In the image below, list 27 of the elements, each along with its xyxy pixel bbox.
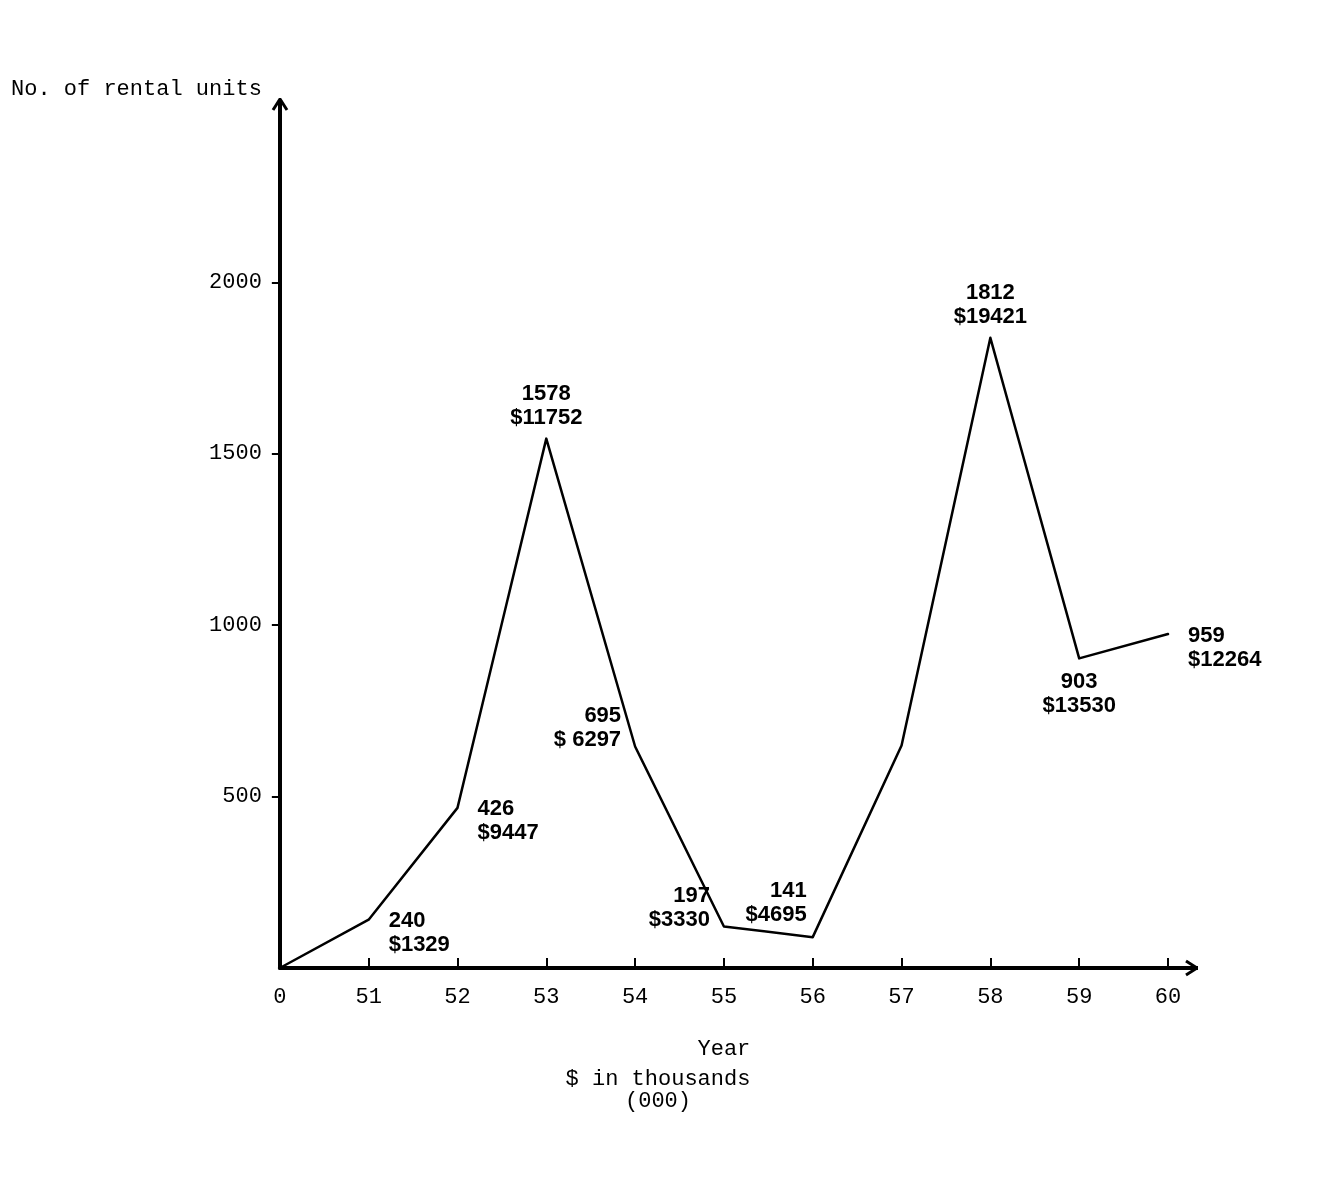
x-tick-label: 52 <box>444 984 471 1010</box>
x-tick-label: 0 <box>273 984 287 1010</box>
x-tick-label: 53 <box>533 984 560 1010</box>
annotation: 426 $9447 <box>477 795 539 845</box>
x-tick-label: 56 <box>799 984 826 1010</box>
text: $ in thousands (000) <box>565 1066 751 1114</box>
x-axis-title: Year <box>697 1036 751 1062</box>
x-tick-label: 60 <box>1154 984 1182 1010</box>
annotation: 959 $12264 <box>1188 621 1263 671</box>
annotation: 903 $13530 <box>1042 667 1116 717</box>
y-tick-label: 2000 <box>209 269 262 295</box>
x-tick-label: 51 <box>355 984 382 1010</box>
annotation: 240 $1329 <box>388 907 450 957</box>
annotation: 1578 $11752 <box>510 380 583 430</box>
annotation: 1812 $19421 <box>953 279 1028 329</box>
annotation: 141 $4695 <box>745 876 807 926</box>
x-tick-label: 55 <box>710 984 738 1010</box>
x-tick-label: 57 <box>888 984 915 1010</box>
x-tick-label: 59 <box>1065 984 1093 1010</box>
x-tick-label: 54 <box>621 984 649 1010</box>
x-tick-label: 58 <box>977 984 1004 1010</box>
y-tick-label: 500 <box>222 784 262 810</box>
y-tick-label: 1500 <box>209 441 262 467</box>
annotation: 197 $3330 <box>648 882 710 932</box>
y-tick-label: 1000 <box>209 612 262 638</box>
y-axis-title: No. of rental units <box>11 76 262 102</box>
annotation: 695 $ 6297 <box>553 702 622 752</box>
